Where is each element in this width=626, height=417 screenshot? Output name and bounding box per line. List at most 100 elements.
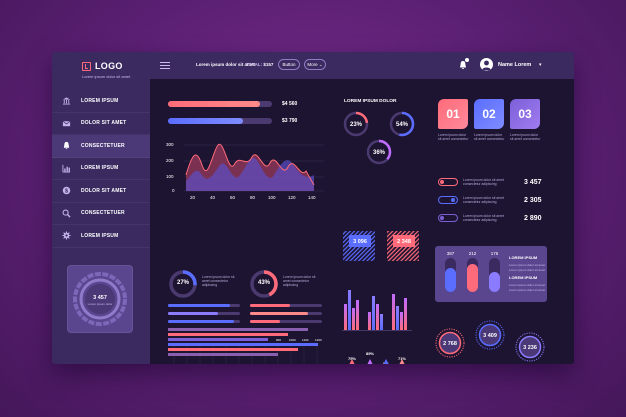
more-label: More xyxy=(307,62,318,67)
dashboard-window: LOGO Lorem ipsum dolor sit amet LOREM IP… xyxy=(52,52,574,364)
capsule-title-2: LOREM IPSUM xyxy=(509,275,538,280)
toggle-caption-2: Lorem ipsum dolor sit amet consectetur a… xyxy=(463,196,504,205)
wave-area-chart: 300 200 100 0 20 40 60 80 100 120 140 xyxy=(166,142,324,200)
sidebar-item-5[interactable]: $ DOLOR SIT AMET xyxy=(52,180,150,203)
sidebar-item-1[interactable]: LOREM IPSUM xyxy=(52,90,150,113)
ring-stats: 23% 54% 36% xyxy=(343,111,415,165)
x-tick: 140 xyxy=(308,195,316,200)
circle-value-3: 3 236 xyxy=(523,345,537,351)
ring-value-3: 36% xyxy=(373,150,386,156)
main-content: $4 560 $3 790 300 200 100 0 20 40 60 80 … xyxy=(150,79,574,364)
x-tick: 60 xyxy=(230,195,236,200)
capsule-panel: 387 212 176 LOREM IPSUM Lorem ipsum dolo… xyxy=(435,246,547,302)
circle-stats: 2 768 3 409 3 236 xyxy=(435,320,545,362)
toggle-value-1: 3 457 xyxy=(524,179,542,186)
summary-value: 3 457 xyxy=(93,295,107,301)
bank-icon xyxy=(62,97,71,105)
user-icon xyxy=(482,60,491,71)
user-name[interactable]: Name Lorem xyxy=(498,62,532,68)
hbar-tick: 900 xyxy=(276,338,281,342)
capsule-caption-2: Lorem ipsum dolor sit amet xyxy=(509,268,545,272)
logo-tagline: Lorem ipsum dolor sit amet xyxy=(82,74,131,79)
step-caption-1: Lorem ipsum dolor sit amet consectetur xyxy=(438,133,469,142)
donut-caption-2: Lorem ipsum dolor sit amet consectetur a… xyxy=(283,275,316,288)
donut-value-2: 43% xyxy=(257,280,270,286)
y-tick: 0 xyxy=(172,188,175,193)
donut-chart-2 xyxy=(250,270,278,298)
search-icon xyxy=(62,209,71,218)
striped-boxes: 3 096 2 348 xyxy=(343,231,419,261)
notification-bell-icon[interactable] xyxy=(458,60,468,70)
capsule-value-1: 387 xyxy=(447,251,455,256)
summary-widget[interactable]: 3 457 Lorem ipsum dolor xyxy=(67,265,133,333)
dollar-icon: $ xyxy=(62,186,71,195)
summary-caption: Lorem ipsum dolor xyxy=(88,302,113,306)
gear-icon xyxy=(62,231,71,240)
donut-caption-1: Lorem ipsum dolor sit amet consectetur a… xyxy=(202,275,235,288)
series-line xyxy=(185,143,315,186)
sidebar-item-4[interactable]: LOREM IPSUM xyxy=(52,158,150,180)
caret-down-icon[interactable]: ▾ xyxy=(539,62,542,68)
cone-label-1: 75% xyxy=(348,356,356,361)
toggle-caption-1: Lorem ipsum dolor sit amet consectetur a… xyxy=(463,178,504,187)
x-tick: 20 xyxy=(190,195,196,200)
capsule-value-3: 176 xyxy=(491,251,499,256)
progress-value-2: $3 790 xyxy=(282,118,298,124)
top-total: TOTAL: $157 xyxy=(246,62,273,67)
toggle-1[interactable] xyxy=(438,178,458,186)
more-button[interactable]: More ⌄ xyxy=(304,59,326,70)
sidebar-item-label: CONSECTETUER xyxy=(81,210,125,217)
progress-fill-1 xyxy=(168,101,260,107)
progress-value-1: $4 560 xyxy=(282,101,298,107)
y-tick: 300 xyxy=(166,142,174,147)
sidebar-item-label: LOREM IPSUM xyxy=(81,165,119,172)
total-label: TOTAL: xyxy=(246,62,263,67)
toggle-caption-3: Lorem ipsum dolor sit amet consectetur a… xyxy=(463,214,504,223)
sidebar-nav: LOREM IPSUM DOLOR SIT AMET CONSECTETUER … xyxy=(52,90,150,248)
toggle-3[interactable] xyxy=(438,214,458,222)
chevron-down-icon: ⌄ xyxy=(318,61,323,67)
circle-value-1: 2 768 xyxy=(443,341,457,347)
hbar-tick: 1100 xyxy=(302,338,309,342)
y-tick: 200 xyxy=(166,158,174,163)
donut-chart-1 xyxy=(169,270,197,298)
notification-badge xyxy=(465,58,469,62)
logo[interactable]: LOGO xyxy=(82,61,123,71)
step-card-3[interactable]: 03 xyxy=(510,99,540,129)
sidebar-item-7[interactable]: LOREM IPSUM xyxy=(52,225,150,248)
step-card-2[interactable]: 02 xyxy=(474,99,504,129)
capsule-chart: 387 212 176 LOREM IPSUM Lorem ipsum dolo… xyxy=(445,251,545,292)
toggle-value-2: 2 305 xyxy=(524,197,542,204)
primary-button[interactable]: Button xyxy=(278,59,300,70)
sidebar-item-label: CONSECTETUER xyxy=(81,142,125,149)
mail-icon xyxy=(62,120,71,126)
total-value: $157 xyxy=(263,62,274,67)
hbar-tick: 1000 xyxy=(289,338,296,342)
toggle-2[interactable] xyxy=(438,196,458,204)
chart-icon xyxy=(62,164,71,173)
logo-icon xyxy=(82,61,91,71)
vertical-bar-chart xyxy=(342,290,412,331)
progress-fill-2 xyxy=(168,118,243,124)
hbar-bars xyxy=(168,328,318,356)
section-title: LOREM IPSUM DOLOR xyxy=(344,99,397,104)
menu-icon[interactable] xyxy=(160,62,170,71)
donut-value-1: 27% xyxy=(176,280,189,286)
step-card-1[interactable]: 01 xyxy=(438,99,468,129)
sidebar-item-2[interactable]: DOLOR SIT AMET xyxy=(52,113,150,135)
avatar[interactable] xyxy=(480,58,493,71)
capsule-value-2: 212 xyxy=(469,251,477,256)
cone-label-4: 71% xyxy=(398,356,406,361)
hbar-tick: 1200 xyxy=(315,338,322,342)
sidebar-item-6[interactable]: CONSECTETUER xyxy=(52,203,150,225)
capsule-caption-4: Lorem ipsum dolor sit amet xyxy=(509,288,545,292)
capsule-caption-3: Lorem ipsum dolor sit amet xyxy=(509,283,545,287)
series-area xyxy=(186,157,314,191)
summary-ring: 3 457 Lorem ipsum dolor xyxy=(73,272,127,326)
striped-value-1: 3 096 xyxy=(353,239,367,245)
sidebar-item-3[interactable]: CONSECTETUER xyxy=(52,135,150,158)
x-tick: 120 xyxy=(288,195,296,200)
logo-text: LOGO xyxy=(95,61,123,71)
bell-icon xyxy=(63,142,70,150)
cone-shapes xyxy=(349,359,405,364)
